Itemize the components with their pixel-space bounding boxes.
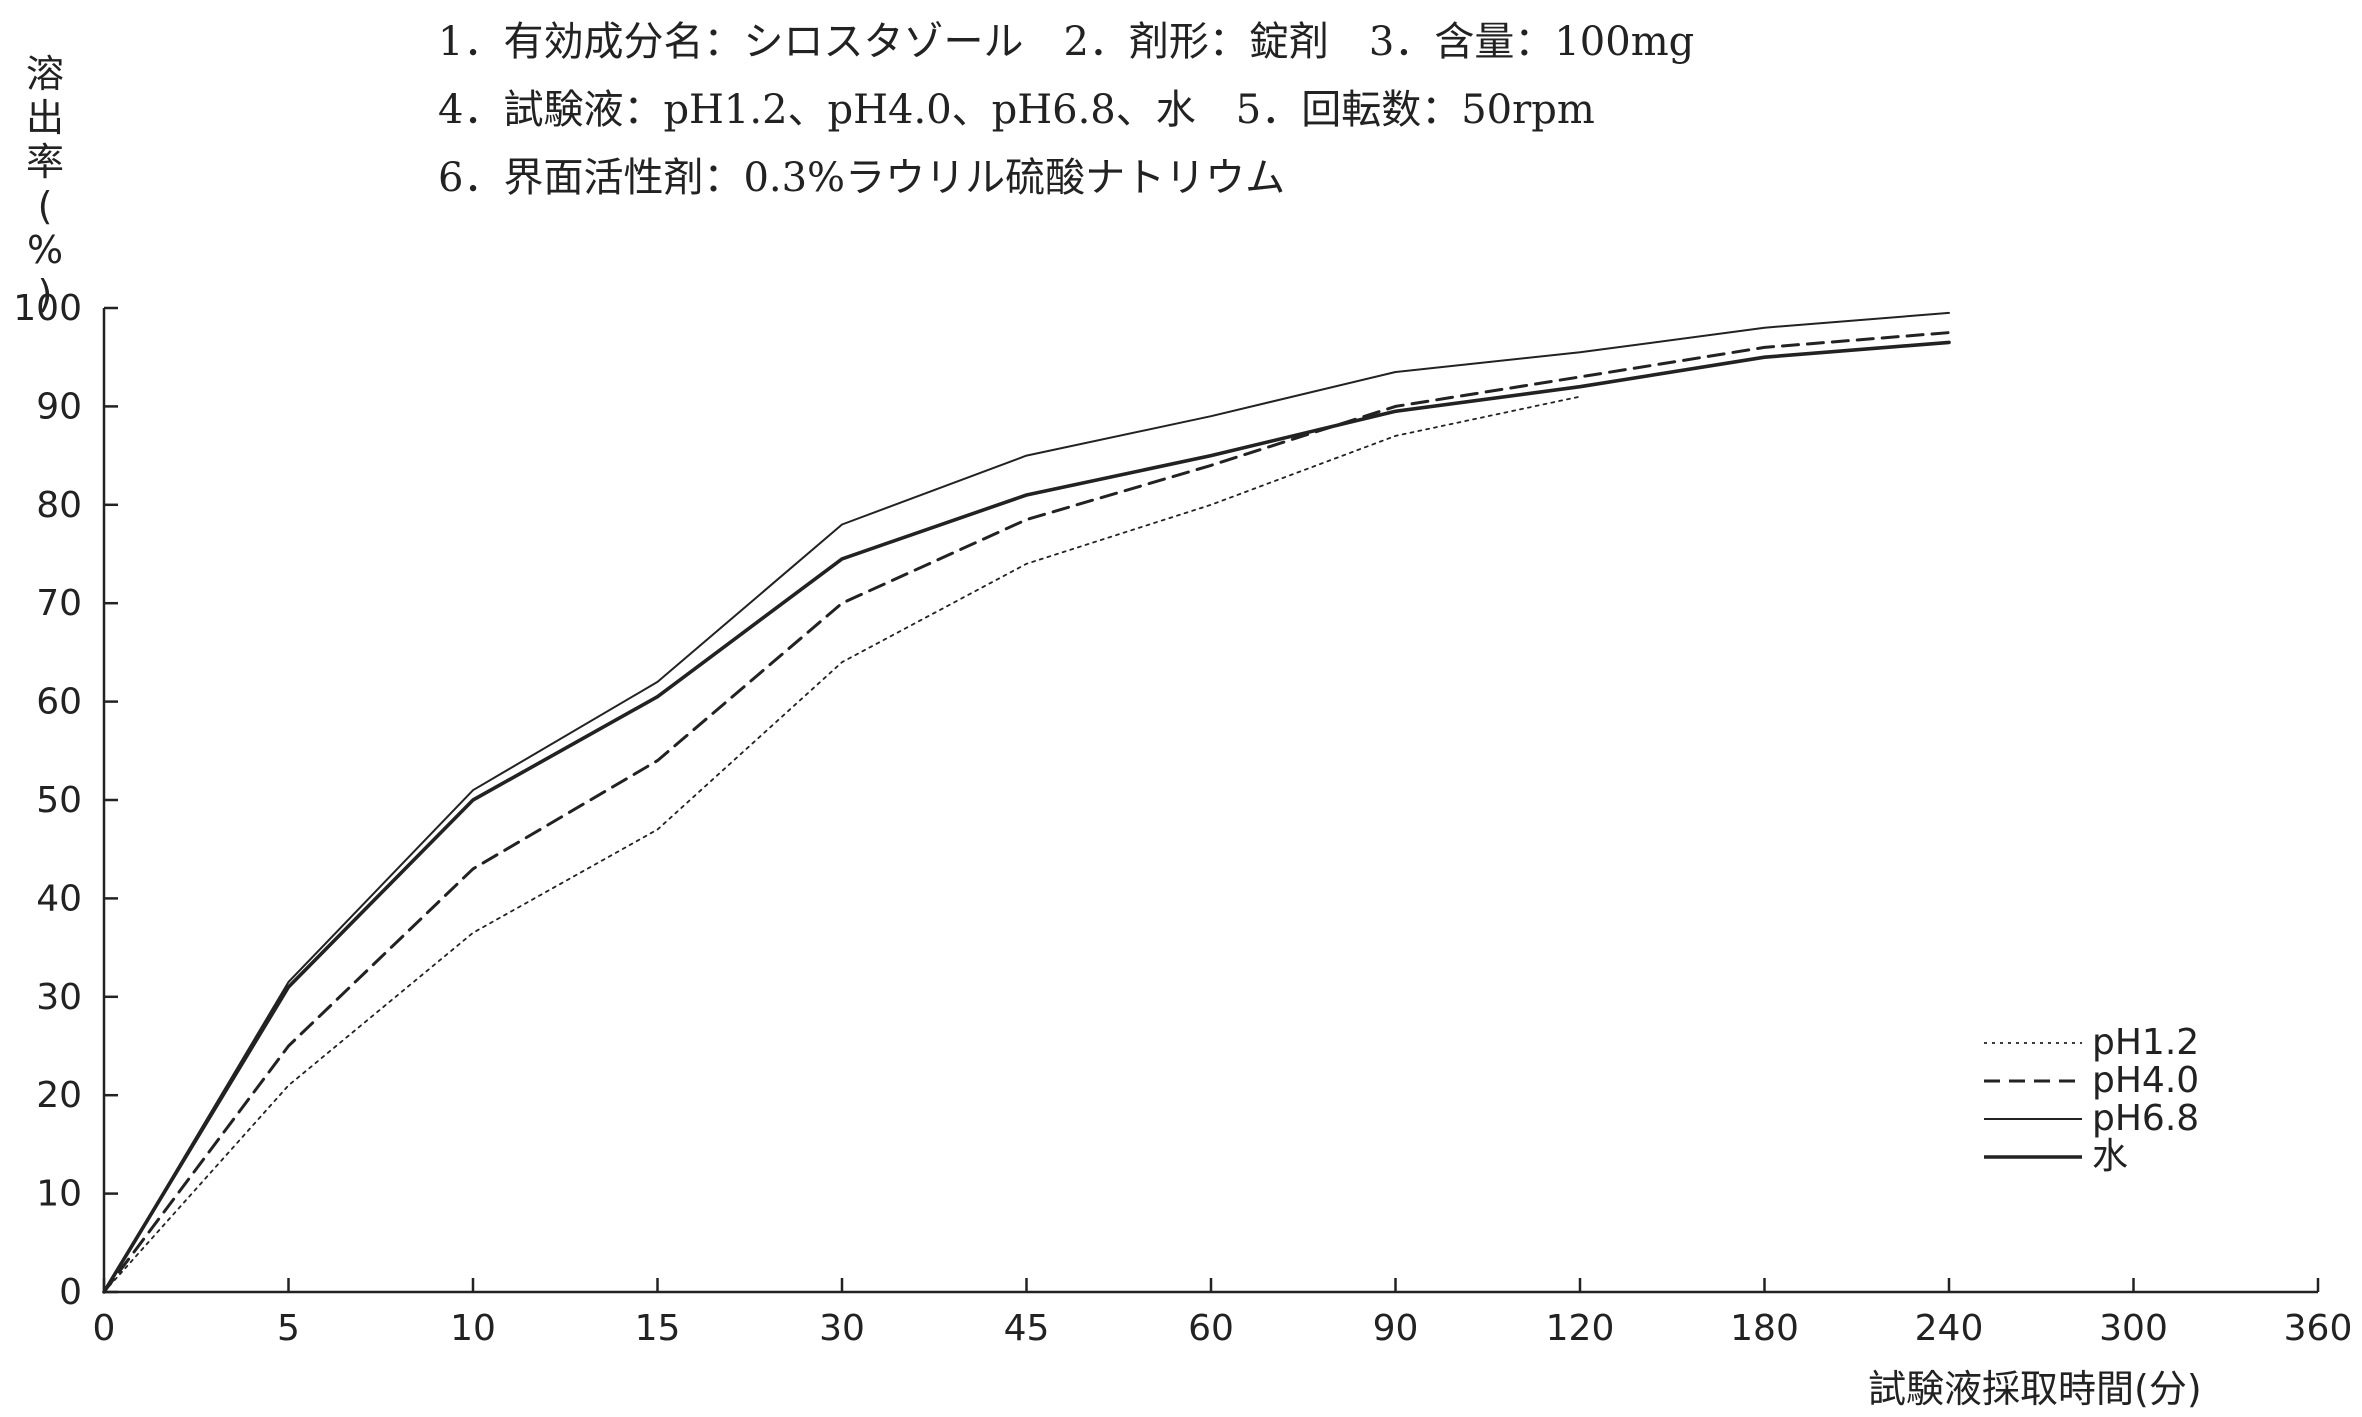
y-tick-label: 70 — [36, 583, 82, 624]
legend-swatch — [1984, 1118, 2082, 1120]
x-tick-label: 45 — [1004, 1308, 1050, 1349]
x-tick-label: 90 — [1373, 1308, 1419, 1349]
x-tick-label: 60 — [1188, 1308, 1234, 1349]
legend-item: pH1.2 — [1982, 1024, 2199, 1062]
y-tick-label: 20 — [36, 1075, 82, 1116]
y-axis-title-char: ( — [37, 184, 53, 228]
legend-item: 水 — [1982, 1138, 2199, 1176]
y-axis-title-char: 出 — [25, 96, 64, 140]
x-tick-label: 10 — [450, 1308, 496, 1349]
series-line-1 — [103, 395, 1581, 1293]
legend-item: pH6.8 — [1982, 1100, 2199, 1138]
y-tick-label: 100 — [13, 288, 82, 329]
y-axis-title-char: 溶 — [25, 52, 64, 96]
legend-swatch — [1984, 1155, 2082, 1159]
x-tick-label: 300 — [2099, 1308, 2168, 1349]
legend-item: pH4.0 — [1982, 1062, 2199, 1100]
legend: pH1.2 pH4.0 pH6.8 水 — [1982, 1024, 2199, 1176]
legend-label: pH4.0 — [2092, 1060, 2200, 1101]
x-tick-label: 15 — [635, 1308, 681, 1349]
header-line-1: 1．有効成分名：シロスタゾール 2．剤形：錠剤 3．含量：100mg — [438, 19, 1695, 65]
y-tick-label: 0 — [59, 1272, 82, 1313]
legend-swatch — [1984, 1079, 2082, 1083]
x-axis-title: 試験液採取時間(分) — [1868, 1367, 2202, 1411]
header-line-2: 4．試験液：pH1.2、pH4.0、pH6.8、水 5．回転数：50rpm — [438, 87, 1595, 133]
x-tick-label: 0 — [93, 1308, 116, 1349]
x-tick-label: 30 — [819, 1308, 865, 1349]
legend-label: pH1.2 — [2092, 1022, 2200, 1063]
y-axis-title-char: % — [26, 228, 64, 272]
y-tick-label: 40 — [36, 878, 82, 919]
x-tick-label: 360 — [2284, 1308, 2353, 1349]
series-line-4 — [102, 340, 1951, 1294]
legend-swatch — [1984, 1042, 2082, 1044]
y-tick-label: 30 — [36, 977, 82, 1018]
chart-header: 1．有効成分名：シロスタゾール 2．剤形：錠剤 3．含量：100mg 4．試験液… — [438, 8, 1694, 212]
legend-label: 水 — [2092, 1136, 2129, 1177]
y-tick-label: 50 — [36, 780, 82, 821]
x-tick-label: 120 — [1546, 1308, 1615, 1349]
legend-label: pH6.8 — [2092, 1098, 2200, 1139]
x-tick-label: 5 — [277, 1308, 300, 1349]
y-tick-label: 90 — [36, 386, 82, 427]
y-axis-title: 溶出率(%) — [22, 52, 68, 316]
series-line-3 — [103, 311, 1950, 1293]
x-tick-label: 240 — [1915, 1308, 1984, 1349]
series-line-2 — [102, 331, 1951, 1294]
y-tick-label: 10 — [36, 1174, 82, 1215]
y-tick-label: 60 — [36, 682, 82, 723]
x-tick-label: 180 — [1730, 1308, 1799, 1349]
y-axis-title-char: ) — [37, 272, 53, 316]
header-line-3: 6．界面活性剤：0.3%ラウリル硫酸ナトリウム — [438, 155, 1286, 201]
y-axis-title-char: 率 — [25, 140, 64, 184]
y-tick-label: 80 — [36, 485, 82, 526]
